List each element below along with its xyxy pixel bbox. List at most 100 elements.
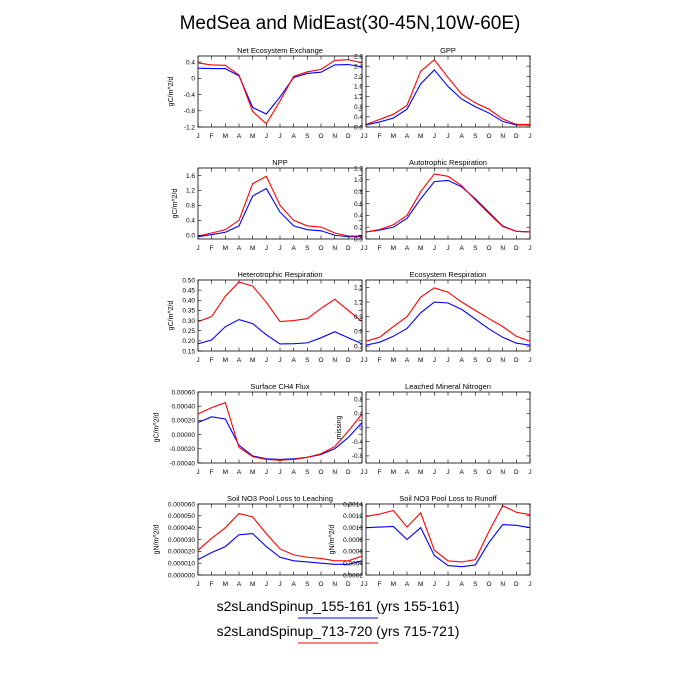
x-tick-label: M — [418, 133, 423, 140]
x-tick-label: J — [364, 245, 367, 252]
x-tick-label: A — [291, 469, 296, 476]
x-tick-label: N — [500, 357, 505, 364]
x-tick-label: J — [364, 357, 367, 364]
legend-label-run2: s2sLandSpinup_713-720 (yrs 715-721) — [217, 623, 460, 639]
x-tick-label: N — [332, 469, 337, 476]
x-tick-label: J — [364, 133, 367, 140]
x-tick-label: S — [305, 245, 310, 252]
x-tick-label: J — [265, 469, 268, 476]
x-tick-label: A — [405, 245, 410, 252]
x-tick-label: F — [378, 245, 382, 252]
x-tick-label: O — [318, 581, 323, 588]
x-tick-label: F — [210, 469, 214, 476]
y-tick-label: 0 — [359, 425, 363, 432]
y-tick-label: 0.6 — [354, 201, 363, 208]
y-tick-label: 0.4 — [354, 213, 363, 220]
x-tick-label: M — [391, 133, 396, 140]
x-tick-label: M — [250, 469, 255, 476]
y-tick-label: 0.4 — [354, 411, 363, 418]
y-axis-label: gC/m^2/d — [168, 77, 175, 107]
x-tick-label: J — [528, 133, 531, 140]
x-tick-label: N — [332, 245, 337, 252]
x-tick-label: M — [391, 357, 396, 364]
y-tick-label: 0.0010 — [343, 525, 363, 532]
y-tick-label: 0.2 — [354, 224, 363, 231]
x-tick-label: D — [346, 357, 351, 364]
x-tick-label: M — [391, 245, 396, 252]
y-tick-label: 0.0 — [354, 236, 363, 243]
x-tick-label: A — [459, 469, 464, 476]
plot-frame — [365, 55, 531, 128]
x-tick-label: M — [223, 469, 228, 476]
x-tick-label: J — [196, 133, 199, 140]
x-tick-label: N — [500, 133, 505, 140]
legend: s2sLandSpinup_155-161 (yrs 155-161) s2sL… — [217, 598, 460, 644]
x-tick-label: N — [500, 469, 505, 476]
y-tick-label: -0.00020 — [169, 446, 195, 453]
y-tick-label: 0.00040 — [172, 404, 196, 411]
y-tick-label: 1.2 — [354, 165, 363, 172]
y-tick-label: 1.0 — [354, 177, 363, 184]
y-tick-label: 0.35 — [182, 308, 195, 315]
x-tick-label: J — [446, 469, 449, 476]
series-line — [197, 63, 363, 115]
x-tick-label: M — [250, 581, 255, 588]
x-tick-label: J — [196, 357, 199, 364]
x-tick-label: O — [318, 245, 323, 252]
x-tick-label: J — [528, 469, 531, 476]
x-tick-label: O — [486, 581, 491, 588]
x-tick-label: A — [459, 357, 464, 364]
x-tick-label: J — [265, 357, 268, 364]
y-tick-label: -1.2 — [184, 124, 196, 131]
y-tick-label: 1.2 — [354, 94, 363, 101]
x-tick-label: F — [210, 581, 214, 588]
y-tick-label: 0.000000 — [168, 572, 195, 579]
y-tick-label: 2.8 — [354, 53, 363, 60]
panel-title: Soil NO3 Pool Loss to Runoff — [399, 494, 497, 503]
plot-frame — [197, 279, 363, 352]
x-tick-label: F — [210, 357, 214, 364]
x-tick-label: A — [237, 133, 242, 140]
y-tick-label: 0 — [191, 76, 195, 83]
x-tick-label: N — [500, 581, 505, 588]
y-tick-label: 0.0012 — [343, 513, 363, 520]
x-tick-label: D — [346, 133, 351, 140]
panel-title: Surface CH4 Flux — [250, 382, 309, 391]
legend-label-run1: s2sLandSpinup_155-161 (yrs 155-161) — [217, 598, 460, 614]
y-tick-label: 0.6 — [354, 329, 363, 336]
x-tick-label: A — [291, 357, 296, 364]
x-tick-label: D — [514, 469, 519, 476]
x-tick-label: J — [433, 357, 436, 364]
x-tick-label: J — [446, 357, 449, 364]
chart-panel: Net Ecosystem Exchange J F M A M J J A S O N D J 0.4 0 -… — [168, 46, 363, 140]
y-tick-label: 1.6 — [354, 84, 363, 91]
y-tick-label: 0.000030 — [168, 537, 195, 544]
y-tick-label: 0.40 — [182, 298, 195, 305]
panel-title: Leached Mineral Nitrogen — [405, 382, 491, 391]
x-tick-label: J — [446, 245, 449, 252]
y-tick-label: 0.0006 — [343, 549, 363, 556]
x-tick-label: S — [473, 245, 478, 252]
x-tick-label: M — [418, 357, 423, 364]
x-tick-label: M — [391, 581, 396, 588]
y-tick-label: 0.9 — [354, 314, 363, 321]
y-axis-label: gC/m^2/d — [168, 301, 175, 331]
x-tick-label: J — [265, 245, 268, 252]
panel-title: Autotrophic Respiration — [409, 158, 487, 167]
y-tick-label: 0.3 — [354, 343, 363, 350]
x-tick-label: A — [291, 133, 296, 140]
x-tick-label: O — [318, 469, 323, 476]
x-tick-label: S — [473, 357, 478, 364]
chart-panel: Surface CH4 Flux J F M A M J J A S O N D J 0.00060 0.00… — [153, 382, 363, 476]
y-tick-label: -0.8 — [352, 453, 364, 460]
y-tick-label: 0.45 — [182, 287, 195, 294]
y-tick-label: 0.0004 — [343, 560, 363, 567]
series-line — [197, 512, 363, 562]
y-tick-label: -0.4 — [184, 92, 196, 99]
figure-title: MedSea and MidEast(30-45N,10W-60E) — [180, 13, 521, 34]
